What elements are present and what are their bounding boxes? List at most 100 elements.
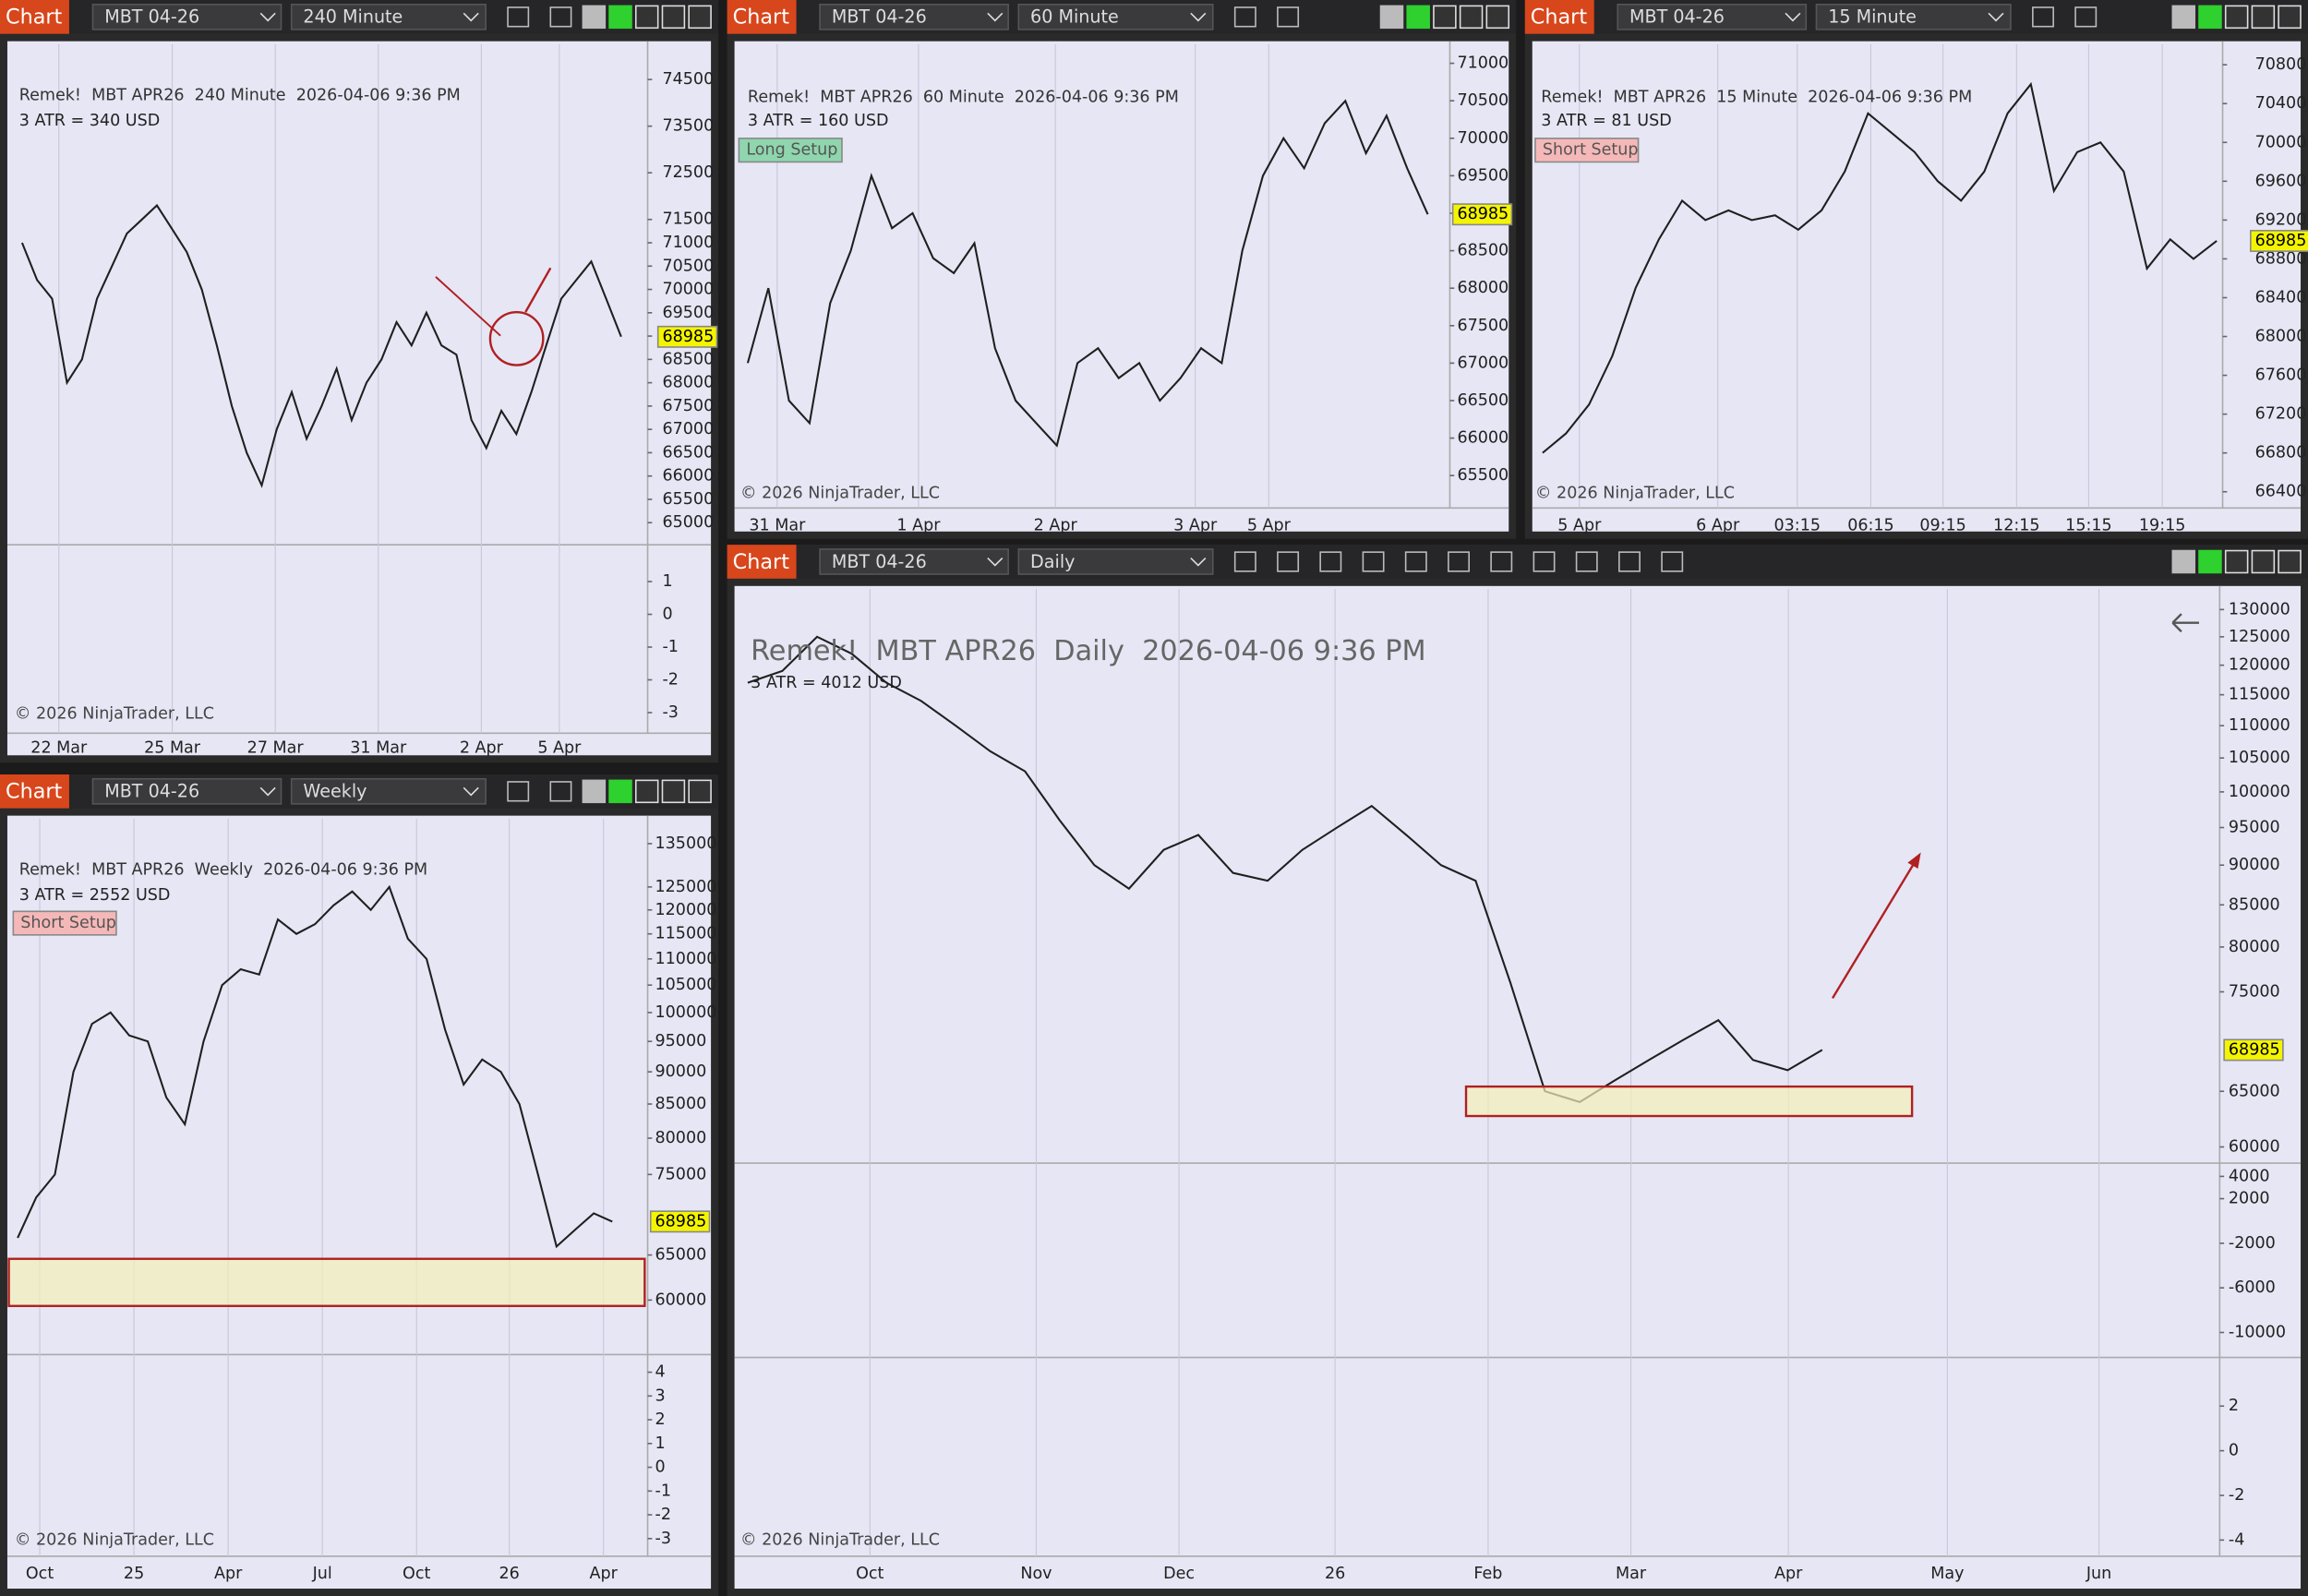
indicator-tick-label: -1 xyxy=(662,638,678,656)
price-tick-label: 66500 xyxy=(1457,391,1509,410)
interval-box[interactable] xyxy=(290,777,487,805)
time-label: Nov xyxy=(1020,1565,1052,1583)
window-button[interactable] xyxy=(582,5,607,30)
price-tick-label: 68500 xyxy=(1457,242,1509,260)
window-button[interactable] xyxy=(608,779,632,804)
time-label: Oct xyxy=(856,1565,884,1583)
time-label: 2 Apr xyxy=(1034,516,1078,534)
toolbar-icon[interactable] xyxy=(1661,551,1684,572)
window-button[interactable] xyxy=(1406,5,1430,30)
symbol-box[interactable] xyxy=(1617,3,1808,30)
window-button[interactable] xyxy=(2171,5,2196,30)
window-button[interactable] xyxy=(1379,5,1404,30)
toolbar-icon[interactable] xyxy=(549,781,572,802)
window-button[interactable] xyxy=(2278,5,2302,30)
chart-tab[interactable] xyxy=(727,0,797,34)
window-button[interactable] xyxy=(608,5,632,30)
time-label: 5 Apr xyxy=(1247,516,1292,534)
toolbar-icon[interactable] xyxy=(549,6,572,28)
window-button[interactable] xyxy=(634,779,659,804)
toolbar-icon[interactable] xyxy=(1404,551,1427,572)
price-tick-label: 70000 xyxy=(662,281,714,299)
window-button[interactable] xyxy=(2278,549,2302,574)
last-price-label: 68985 xyxy=(662,328,714,346)
trend-line xyxy=(435,276,501,337)
copyright: © 2026 NinjaTrader, LLC xyxy=(15,1530,214,1549)
toolbar-icon[interactable] xyxy=(1533,551,1556,572)
price-tick-label: 85000 xyxy=(655,1095,707,1113)
chart-tab[interactable] xyxy=(0,774,69,809)
toolbar-icon[interactable] xyxy=(1319,551,1342,572)
price-tick-label: 65500 xyxy=(1457,466,1509,485)
price-tick-label: 75000 xyxy=(2229,982,2280,1001)
window-button[interactable] xyxy=(2198,549,2222,574)
chart-tab[interactable] xyxy=(0,0,69,34)
time-label: 26 xyxy=(1325,1565,1345,1583)
symbol: MBT 04-26 xyxy=(1629,6,1725,28)
price-tick-label: 100000 xyxy=(655,1003,717,1022)
toolbar-icon[interactable] xyxy=(507,6,530,28)
symbol-box[interactable] xyxy=(91,3,282,30)
toolbar-icon[interactable] xyxy=(2074,6,2098,28)
window-button[interactable] xyxy=(2251,5,2276,30)
window-button[interactable] xyxy=(1485,5,1510,30)
last-price-box xyxy=(656,325,718,348)
window-button[interactable] xyxy=(1459,5,1484,30)
chart-header: Remek! MBT APR26 60 Minute 2026-04-06 9:… xyxy=(748,88,1179,106)
toolbar-icon[interactable] xyxy=(1233,551,1256,572)
window-button[interactable] xyxy=(661,779,686,804)
price-line xyxy=(747,635,1823,1104)
price-tick-label: 67500 xyxy=(1457,317,1509,335)
indicator-tick-label: -6000 xyxy=(2229,1278,2276,1297)
toolbar-icon[interactable] xyxy=(1277,6,1300,28)
support-zone xyxy=(7,1257,646,1307)
window-button[interactable] xyxy=(634,5,659,30)
window-button[interactable] xyxy=(661,5,686,30)
symbol-box[interactable] xyxy=(819,548,1009,575)
window-button[interactable] xyxy=(1433,5,1457,30)
toolbar-icon[interactable] xyxy=(1233,6,1256,28)
symbol-box[interactable] xyxy=(91,777,282,805)
chart-window: Chart MBT 04-26 240 Minute 74500 73500 72500 7… xyxy=(0,0,719,763)
time-label: 12:15 xyxy=(1993,516,2040,534)
window-button[interactable] xyxy=(2224,549,2249,574)
window-button[interactable] xyxy=(2171,549,2196,574)
chart-tab[interactable] xyxy=(1524,0,1594,34)
price-tick-label: 85000 xyxy=(2229,895,2280,914)
price-tick-label: 100000 xyxy=(2229,783,2290,801)
toolbar-icon[interactable] xyxy=(1362,551,1385,572)
toolbar-icon[interactable] xyxy=(1618,551,1641,572)
chart-header: Remek! MBT APR26 Daily 2026-04-06 9:36 P… xyxy=(751,635,1426,667)
atr-label: 3 ATR = 340 USD xyxy=(19,112,161,130)
chart-tab[interactable] xyxy=(727,545,797,579)
indicator-tick-label: 0 xyxy=(655,1458,666,1477)
interval-box[interactable] xyxy=(290,3,487,30)
symbol-box[interactable] xyxy=(819,3,1009,30)
interval-box[interactable] xyxy=(1017,3,1214,30)
price-tick-label: 125000 xyxy=(655,878,717,896)
toolbar-icon[interactable] xyxy=(1490,551,1513,572)
interval-box[interactable] xyxy=(1815,3,2012,30)
time-label: 2 Apr xyxy=(460,738,504,757)
window-button[interactable] xyxy=(582,779,607,804)
back-icon[interactable] xyxy=(2171,613,2200,633)
window-button[interactable] xyxy=(688,779,712,804)
interval-box[interactable] xyxy=(1017,548,1214,575)
price-line xyxy=(1542,81,2218,454)
chart-surface xyxy=(1532,41,2302,532)
price-tick-label: 80000 xyxy=(655,1129,707,1147)
window-button[interactable] xyxy=(688,5,712,30)
toolbar-icon[interactable] xyxy=(2032,6,2054,28)
window-button[interactable] xyxy=(2251,549,2276,574)
toolbar-icon[interactable] xyxy=(1575,551,1598,572)
dropdown-arrow xyxy=(1988,12,2004,22)
window-button[interactable] xyxy=(2224,5,2249,30)
indicator-tick-label: 3 xyxy=(655,1386,666,1405)
price-tick-label: 66500 xyxy=(662,443,714,462)
window-button[interactable] xyxy=(2198,5,2222,30)
toolbar-icon[interactable] xyxy=(507,781,530,802)
toolbar-icon[interactable] xyxy=(1277,551,1300,572)
interval: 60 Minute xyxy=(1030,6,1119,28)
toolbar-icon[interactable] xyxy=(1448,551,1470,572)
